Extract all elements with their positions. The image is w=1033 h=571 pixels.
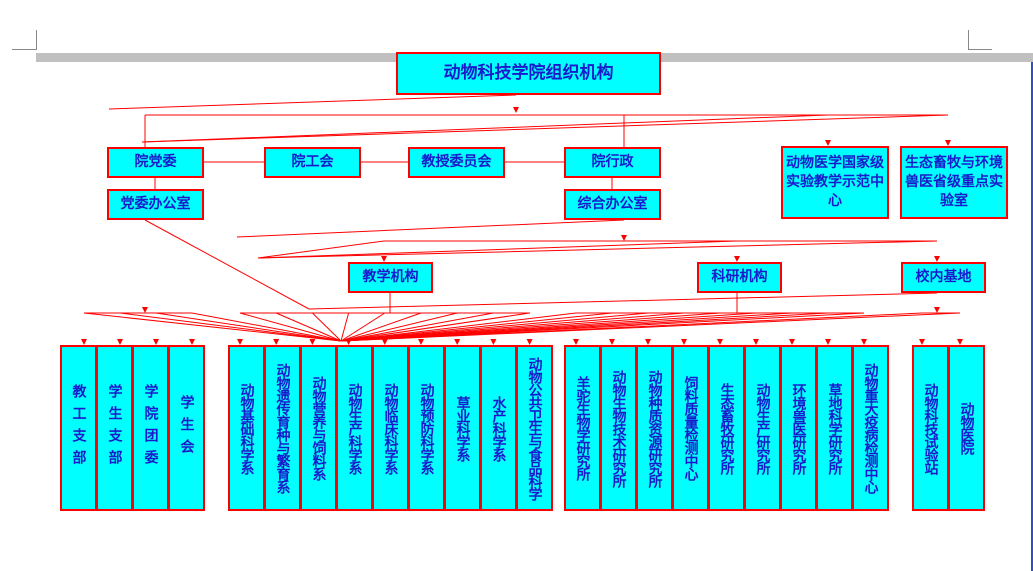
margin-mark xyxy=(968,30,969,50)
box-label: 动物医院 xyxy=(958,402,975,454)
party-unit-box: 教工支部 xyxy=(60,345,97,511)
level2-box: 教学机构 xyxy=(348,262,433,293)
level1-box: 院党委 xyxy=(107,147,204,178)
box-label: 羊驼生物学研究所 xyxy=(574,376,591,480)
office-box: 综合办公室 xyxy=(564,189,661,220)
party-unit-box: 学生支部 xyxy=(96,345,133,511)
party-unit-box: 学生会 xyxy=(168,345,205,511)
box-label: 教授委员会 xyxy=(421,154,492,171)
page-edge xyxy=(1031,62,1033,571)
box-label: 动物临床科学系 xyxy=(382,382,399,474)
institute-box: 动物生产研究所 xyxy=(744,345,781,511)
box-label: 动物生物技术研究所 xyxy=(610,369,627,487)
box-label: 动物遗传育种与繁育系 xyxy=(274,363,291,493)
box-label: 动物公共卫生与食品科学 xyxy=(526,356,543,500)
level2-box: 科研机构 xyxy=(697,262,782,293)
box-label: 动物预防科学系 xyxy=(418,382,435,474)
institute-box: 动物种质资源研究所 xyxy=(636,345,673,511)
institute-box: 羊驼生物学研究所 xyxy=(564,345,601,511)
box-label: 动物生产科学系 xyxy=(346,382,363,474)
box-label: 生态畜牧与环境兽医省级重点实验室 xyxy=(905,155,1003,209)
department-box: 动物预防科学系 xyxy=(408,345,445,511)
box-label: 生态畜牧研究所 xyxy=(718,382,735,474)
office-box: 党委办公室 xyxy=(107,189,204,220)
box-label: 动物生产研究所 xyxy=(754,382,771,474)
box-label: 环境兽医研究所 xyxy=(790,382,807,474)
department-box: 动物临床科学系 xyxy=(372,345,409,511)
box-label: 动物医学国家级实验教学示范中心 xyxy=(786,155,884,209)
box-label: 学院团委 xyxy=(142,384,159,472)
department-box: 水产科学系 xyxy=(480,345,517,511)
margin-mark xyxy=(968,49,992,50)
box-label: 饲料质量检测中心 xyxy=(682,376,699,480)
box-label: 动物基础科学系 xyxy=(238,382,255,474)
box-label: 科研机构 xyxy=(711,269,768,286)
box-label: 草地科学研究所 xyxy=(826,382,843,474)
box-label: 动物种质资源研究所 xyxy=(646,369,663,487)
institute-box: 动物生物技术研究所 xyxy=(600,345,637,511)
box-label: 院党委 xyxy=(134,154,177,171)
level2-box: 校内基地 xyxy=(901,262,986,293)
box-label: 学生支部 xyxy=(106,384,123,472)
box-label: 动物科技学院组织机构 xyxy=(443,63,614,84)
institute-box: 草地科学研究所 xyxy=(816,345,853,511)
title-box: 动物科技学院组织机构 xyxy=(396,52,661,95)
box-label: 草业科学系 xyxy=(454,395,471,461)
party-unit-box: 学院团委 xyxy=(132,345,169,511)
margin-mark xyxy=(36,30,37,50)
level1-box: 院行政 xyxy=(564,147,661,178)
institute-box: 环境兽医研究所 xyxy=(780,345,817,511)
box-label: 水产科学系 xyxy=(490,395,507,461)
box-label: 教学机构 xyxy=(362,269,419,286)
level1-box: 院工会 xyxy=(264,147,361,178)
department-box: 草业科学系 xyxy=(444,345,481,511)
lab-box: 生态畜牧与环境兽医省级重点实验室 xyxy=(900,146,1008,219)
institute-box: 饲料质量检测中心 xyxy=(672,345,709,511)
base-box: 动物科技试验站 xyxy=(912,345,949,511)
box-label: 党委办公室 xyxy=(120,196,191,213)
department-box: 动物公共卫生与食品科学 xyxy=(516,345,553,511)
box-label: 院工会 xyxy=(291,154,334,171)
institute-box: 动物重大疫病检测中心 xyxy=(852,345,889,511)
box-label: 校内基地 xyxy=(915,269,972,286)
department-box: 动物生产科学系 xyxy=(336,345,373,511)
department-box: 动物基础科学系 xyxy=(228,345,265,511)
box-label: 学生会 xyxy=(178,395,195,461)
institute-box: 生态畜牧研究所 xyxy=(708,345,745,511)
base-box: 动物医院 xyxy=(948,345,985,511)
box-label: 院行政 xyxy=(591,154,634,171)
level1-box: 教授委员会 xyxy=(408,147,505,178)
lab-box: 动物医学国家级实验教学示范中心 xyxy=(781,146,889,219)
box-label: 动物重大疫病检测中心 xyxy=(862,363,879,493)
box-label: 动物营养与饲料系 xyxy=(310,376,327,480)
department-box: 动物营养与饲料系 xyxy=(300,345,337,511)
margin-mark xyxy=(12,49,36,50)
box-label: 教工支部 xyxy=(70,384,87,472)
box-label: 动物科技试验站 xyxy=(922,382,939,474)
box-label: 综合办公室 xyxy=(577,196,648,213)
department-box: 动物遗传育种与繁育系 xyxy=(264,345,301,511)
